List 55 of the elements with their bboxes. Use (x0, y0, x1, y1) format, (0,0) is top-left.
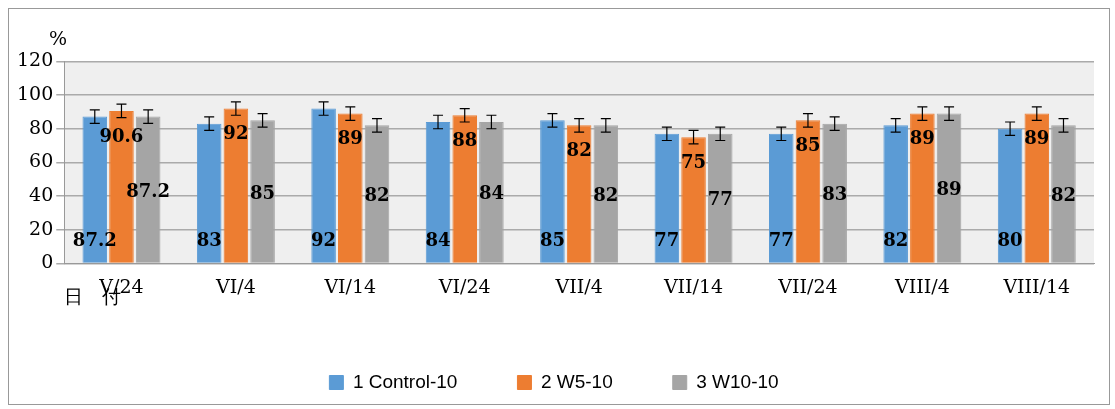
data-label: 92 (311, 229, 337, 251)
bar (768, 133, 794, 263)
bar (910, 113, 935, 263)
bar (540, 120, 565, 263)
x-tick-label: VIII/4 (894, 274, 950, 297)
legend-label: 2 W5-10 (540, 370, 613, 392)
data-label: 89 (337, 127, 363, 149)
x-tick-label: VII/4 (554, 274, 603, 297)
x-tick-label: VI/4 (215, 274, 256, 297)
bar (883, 125, 908, 263)
y-tick-label: 20 (29, 216, 54, 239)
bar (311, 108, 336, 263)
y-tick-label: 100 (17, 82, 54, 104)
data-label: 89 (1024, 127, 1050, 149)
x-tick-label: VII/24 (777, 274, 838, 297)
data-label: 77 (707, 188, 733, 210)
x-tick-label: VI/14 (323, 274, 377, 297)
data-label: 85 (250, 181, 276, 203)
bar (681, 137, 706, 263)
data-label: 77 (654, 229, 680, 251)
bar (425, 122, 451, 263)
data-label: 82 (566, 139, 592, 161)
legend-label: 3 W10-10 (696, 370, 779, 392)
data-label: 80 (997, 229, 1023, 251)
y-tick-label: 80 (29, 115, 54, 138)
bar (654, 133, 680, 263)
bar (338, 113, 363, 263)
data-label: 85 (539, 229, 565, 251)
data-label: 89 (909, 127, 935, 149)
bar (223, 108, 249, 263)
data-label: 82 (364, 184, 390, 206)
data-label: 82 (593, 184, 619, 206)
data-label: 85 (795, 133, 821, 155)
x-tick-label: VII/14 (662, 274, 724, 297)
data-label: 92 (223, 122, 249, 144)
y-tick-label: 60 (29, 149, 54, 172)
x-tick-label: VIII/14 (1002, 274, 1071, 297)
data-label: 84 (478, 182, 504, 204)
x-tick-label: VI/24 (437, 274, 491, 297)
data-label: 84 (425, 229, 451, 251)
bar (452, 115, 477, 263)
y-axis-title: % (49, 27, 68, 49)
y-tick-label: 0 (41, 250, 54, 273)
data-label: 82 (1050, 184, 1077, 206)
data-label: 83 (196, 229, 222, 251)
data-label: 89 (936, 178, 962, 200)
data-label: 77 (768, 229, 794, 251)
y-tick-label: 120 (17, 48, 54, 71)
data-label: 83 (822, 183, 848, 205)
y-tick-label: 40 (29, 183, 54, 205)
data-label: 88 (452, 128, 478, 150)
bar (795, 120, 821, 263)
data-label: 82 (883, 229, 909, 251)
data-label: 75 (681, 150, 707, 172)
legend-label: 1 Control-10 (352, 370, 458, 392)
